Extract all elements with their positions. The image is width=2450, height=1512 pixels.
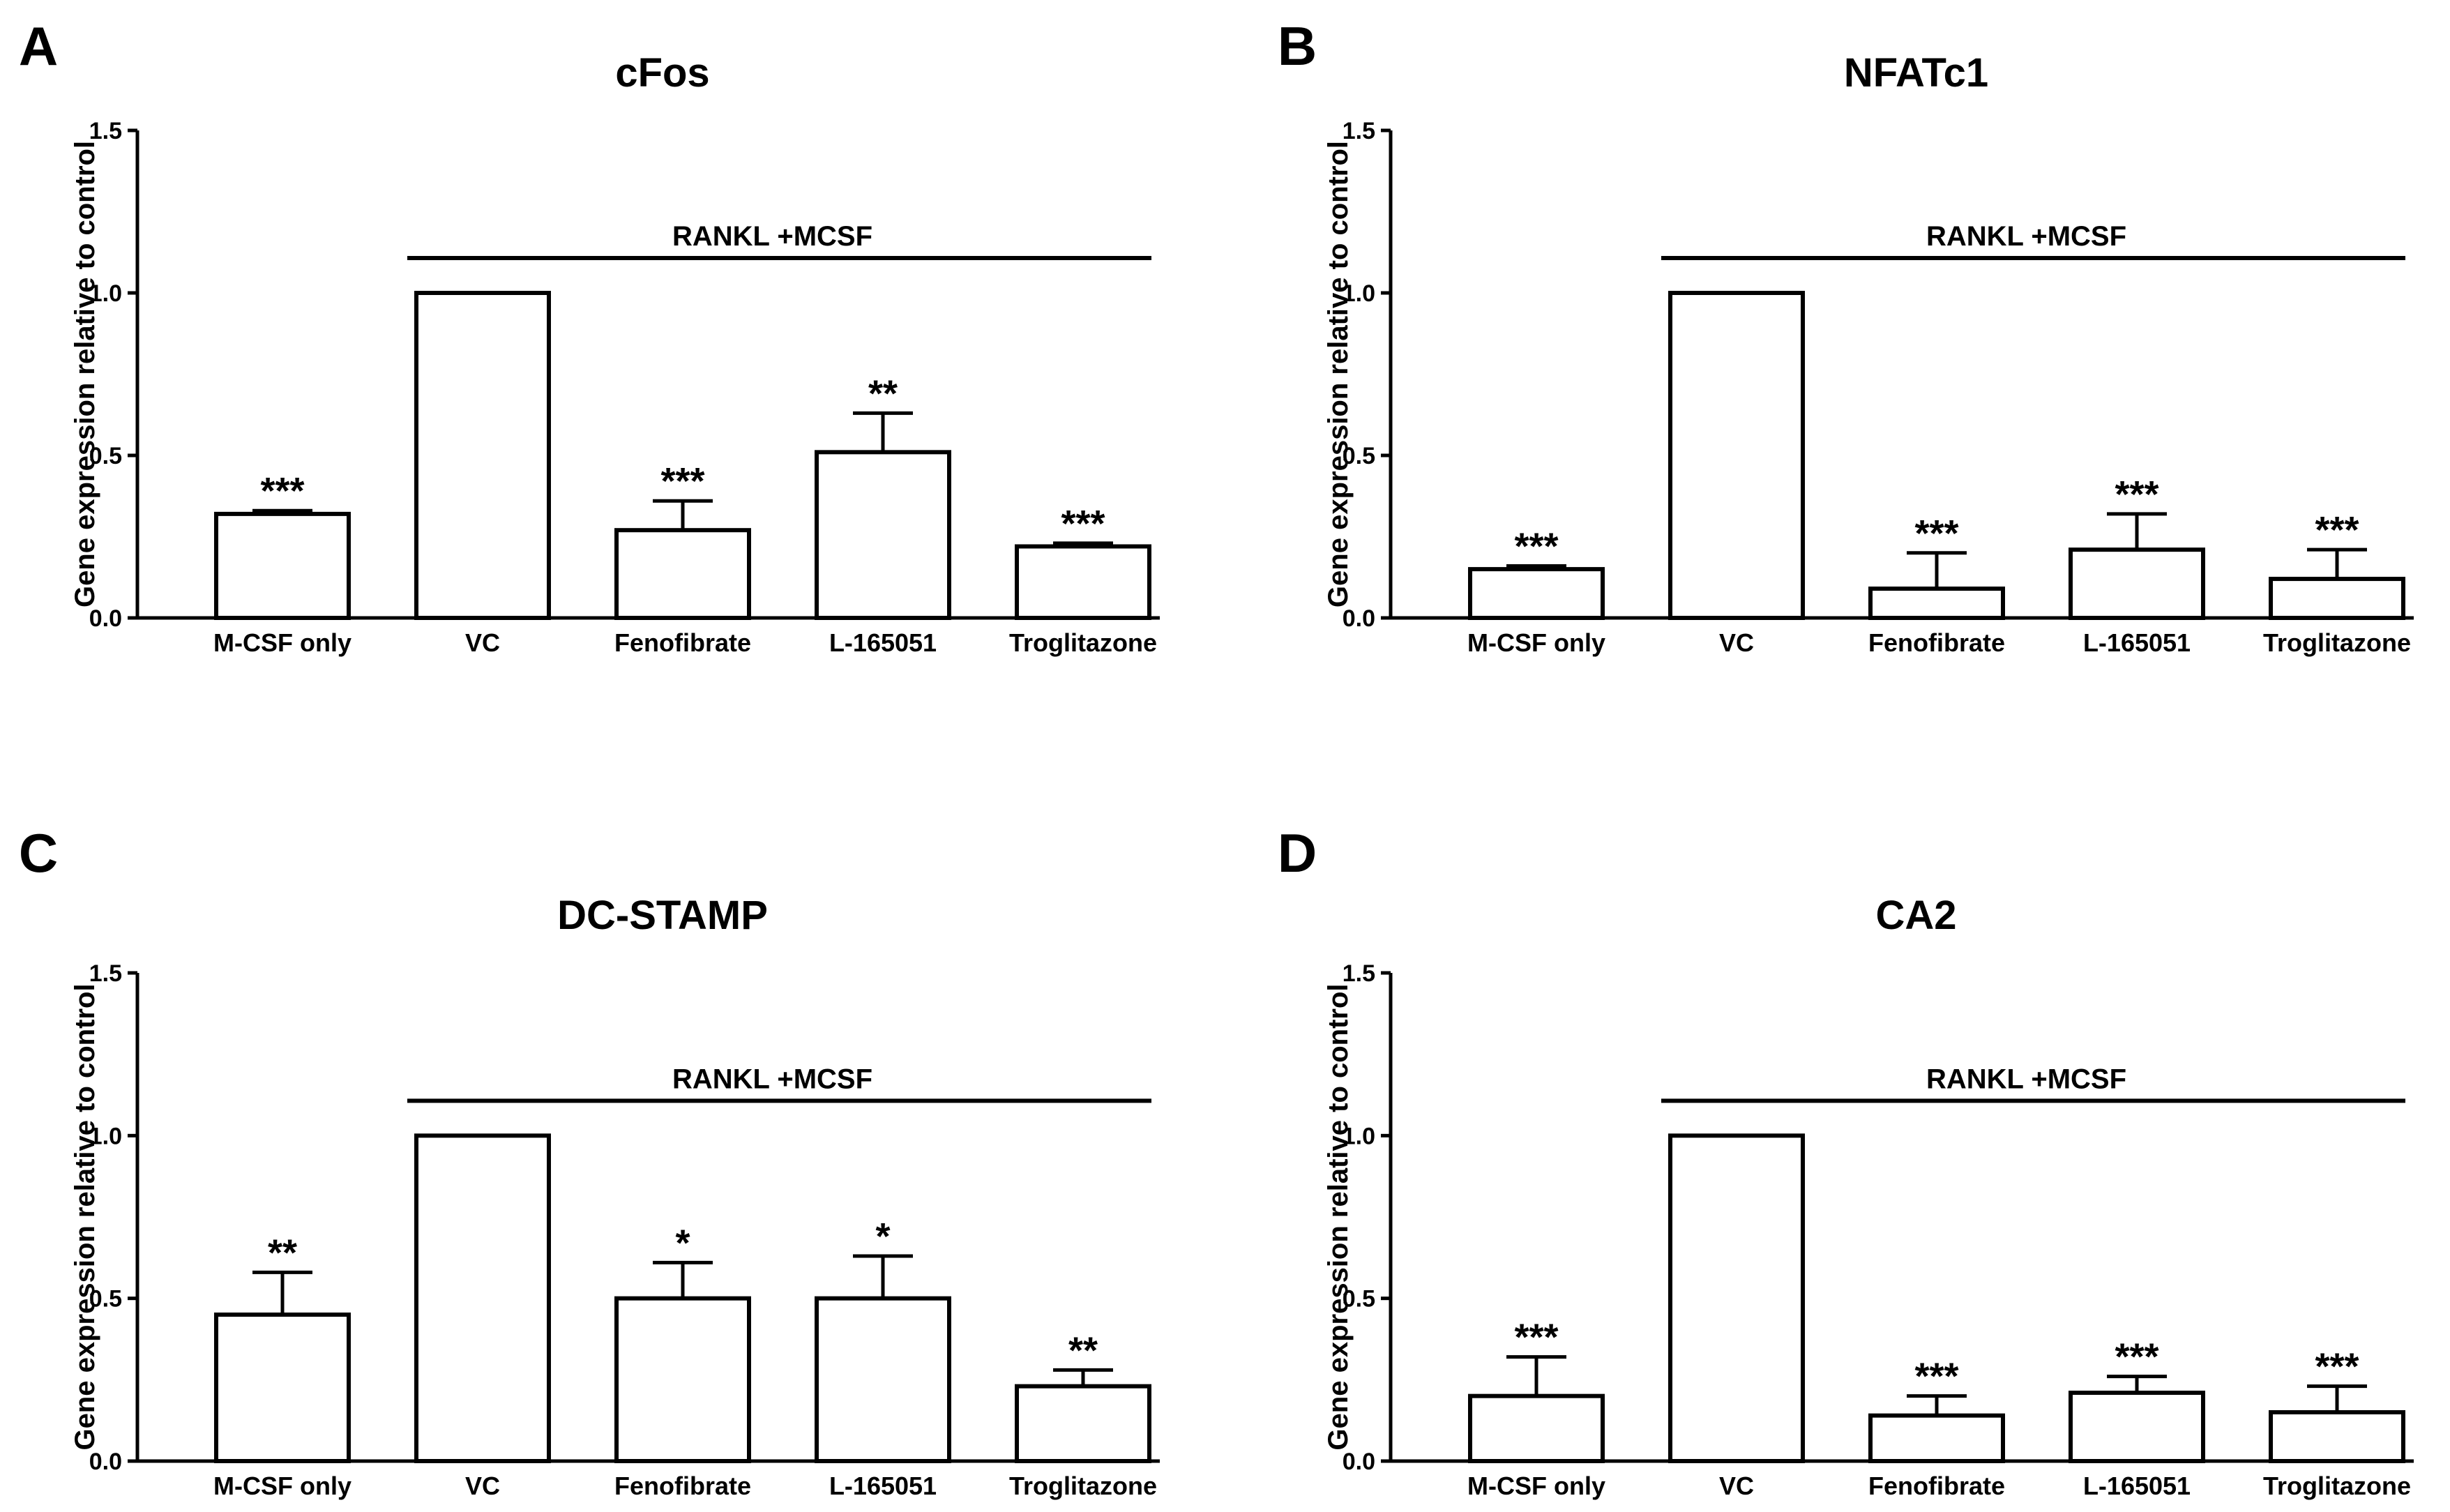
bar <box>1868 587 2005 620</box>
y-tick-label: 0.5 <box>1343 443 1375 469</box>
y-tick-label: 1.0 <box>89 280 122 307</box>
y-tick-label: 0.0 <box>1343 1449 1375 1475</box>
x-tick-label: VC <box>465 628 500 657</box>
significance-marker: *** <box>660 460 704 502</box>
x-tick-label: Troglitazone <box>2263 1472 2411 1500</box>
bar <box>614 528 751 620</box>
y-tick-label: 0.0 <box>1343 605 1375 632</box>
bar <box>414 291 551 620</box>
y-tick-label: 1.5 <box>89 960 122 987</box>
bar <box>1468 567 1605 620</box>
y-tick-label: 0.5 <box>1343 1286 1375 1313</box>
x-tick-label: M-CSF only <box>1467 1472 1605 1500</box>
x-tick-label: VC <box>1719 1472 1754 1500</box>
significance-marker: *** <box>2115 1336 2158 1378</box>
x-tick-label: Fenofibrate <box>1868 1472 2005 1500</box>
chart-title: CA2 <box>1875 893 1956 938</box>
significance-marker: *** <box>2115 474 2158 515</box>
significance-marker: ** <box>868 372 898 414</box>
y-tick-label: 0.5 <box>89 1286 122 1313</box>
bar <box>1668 291 1805 620</box>
x-tick-label: Troglitazone <box>1009 1472 1157 1500</box>
y-axis-label: Gene expression relative to control <box>70 141 100 607</box>
significance-marker: *** <box>2315 509 2359 551</box>
x-tick-label: VC <box>465 1472 500 1500</box>
bar <box>1868 1413 2005 1463</box>
significance-marker: *** <box>1514 1317 1558 1359</box>
treatment-bracket-label: RANKL +MCSF <box>672 1064 872 1094</box>
panel-letter: D <box>1278 822 1317 884</box>
y-axis-label: Gene expression relative to control <box>1323 983 1354 1450</box>
x-tick-label: L-165051 <box>829 1472 937 1500</box>
x-tick-label: Troglitazone <box>2263 628 2411 657</box>
x-tick-label: L-165051 <box>2083 1472 2191 1500</box>
x-tick-label: Fenofibrate <box>614 628 751 657</box>
x-tick-label: Fenofibrate <box>1868 628 2005 657</box>
significance-marker: * <box>675 1222 690 1264</box>
y-tick-label: 1.5 <box>1343 960 1375 987</box>
bar <box>2269 1410 2405 1463</box>
chart-title: DC-STAMP <box>557 893 768 938</box>
significance-marker: *** <box>1914 513 1958 554</box>
panel-letter: A <box>19 15 58 77</box>
y-tick-label: 1.5 <box>1343 118 1375 144</box>
x-tick-label: L-165051 <box>829 628 937 657</box>
y-tick-label: 1.5 <box>89 118 122 144</box>
panel-letter: B <box>1278 15 1317 77</box>
x-tick-label: Fenofibrate <box>614 1472 751 1500</box>
significance-marker: ** <box>268 1232 297 1273</box>
treatment-bracket-label: RANKL +MCSF <box>1926 221 2126 252</box>
significance-marker: *** <box>260 470 304 512</box>
y-tick-label: 1.0 <box>1343 280 1375 307</box>
treatment-bracket-label: RANKL +MCSF <box>1926 1064 2126 1094</box>
significance-marker: *** <box>2315 1346 2359 1388</box>
significance-marker: *** <box>1914 1356 1958 1398</box>
bar <box>1015 1384 1151 1463</box>
y-tick-label: 0.0 <box>89 1449 122 1475</box>
y-tick-label: 0.5 <box>89 443 122 469</box>
x-tick-label: M-CSF only <box>213 1472 351 1500</box>
bar <box>2069 1391 2205 1463</box>
chart-title: cFos <box>615 50 709 96</box>
x-tick-label: M-CSF only <box>1467 628 1605 657</box>
bar <box>614 1296 751 1463</box>
bar <box>2069 547 2205 621</box>
x-tick-label: M-CSF only <box>213 628 351 657</box>
x-tick-label: VC <box>1719 628 1754 657</box>
chart-title: NFATc1 <box>1844 50 1988 96</box>
x-tick-label: L-165051 <box>2083 628 2191 657</box>
significance-marker: *** <box>1514 525 1558 567</box>
bar <box>214 511 351 620</box>
significance-marker: * <box>875 1216 890 1257</box>
y-tick-label: 1.0 <box>89 1123 122 1149</box>
bar <box>414 1133 551 1464</box>
bar <box>815 1296 951 1463</box>
significance-marker: ** <box>1068 1329 1098 1371</box>
bar <box>214 1313 351 1463</box>
bar <box>815 450 951 621</box>
significance-marker: *** <box>1061 503 1105 545</box>
y-tick-label: 1.0 <box>1343 1123 1375 1149</box>
bar <box>1015 544 1151 620</box>
y-axis-label: Gene expression relative to control <box>70 983 100 1450</box>
bar <box>1468 1393 1605 1463</box>
bar <box>1668 1133 1805 1464</box>
panel-letter: C <box>19 822 58 884</box>
y-axis-label: Gene expression relative to control <box>1323 141 1354 607</box>
x-tick-label: Troglitazone <box>1009 628 1157 657</box>
treatment-bracket-label: RANKL +MCSF <box>672 221 872 252</box>
y-tick-label: 0.0 <box>89 605 122 632</box>
bar <box>2269 577 2405 621</box>
